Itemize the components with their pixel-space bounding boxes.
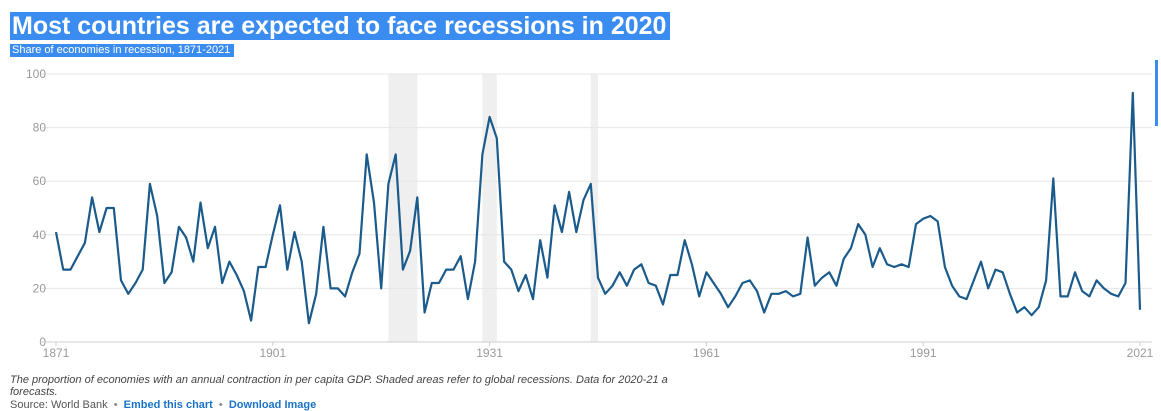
source-label: Source: World Bank [10, 399, 108, 411]
footer-separator: • [113, 399, 118, 411]
footer-separator: • [218, 399, 223, 411]
y-tick-label: 80 [33, 121, 47, 135]
y-tick-label: 100 [26, 67, 46, 81]
chart-note-continued: forecasts. [10, 386, 58, 398]
chart-footer: Source: World Bank • Embed this chart • … [10, 399, 316, 411]
series-line [54, 91, 1142, 325]
recession-shade [388, 74, 418, 342]
x-tick-label: 1901 [259, 346, 286, 360]
y-tick-label: 20 [33, 281, 47, 295]
y-tick-label: 40 [33, 228, 47, 242]
chart-title: Most countries are expected to face rece… [10, 12, 671, 40]
x-tick-label: 1991 [910, 346, 937, 360]
chart-note: The proportion of economies with an annu… [10, 374, 668, 386]
x-tick-label: 2021 [1127, 346, 1154, 360]
x-tick-label: 1871 [43, 346, 70, 360]
selection-edge-marker [1155, 60, 1158, 126]
embed-chart-link[interactable]: Embed this chart [123, 399, 213, 411]
x-tick-label: 1961 [693, 346, 720, 360]
download-image-link[interactable]: Download Image [228, 399, 317, 411]
x-tick-label: 1931 [476, 346, 503, 360]
recession-shade [590, 74, 598, 342]
x-axis-ticks: 1871 1901 1931 1961 1991 2021 [40, 341, 1154, 360]
chart-subtitle: Share of economies in recession, 1871-20… [10, 44, 235, 57]
y-tick-label: 60 [33, 174, 47, 188]
recession-shade [482, 74, 497, 342]
series-group [54, 91, 1142, 325]
